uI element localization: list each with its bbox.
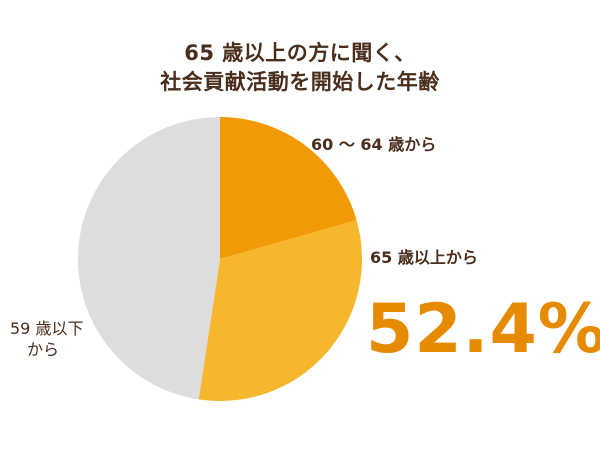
slice-label-59-below-line-1: 59 歳以下 <box>10 319 84 338</box>
slice-65-plus <box>198 220 363 402</box>
chart-title-line-2: 社会貢献活動を開始した年齢 <box>160 70 440 94</box>
highlight-percentage: 52.4% <box>366 290 600 369</box>
slice-59-below <box>77 117 220 400</box>
chart-title-line-1: 65 歳以上の方に聞く、 <box>184 41 416 65</box>
slice-label-59-below-line-2: から <box>27 340 60 359</box>
slice-label-65-plus: 65 歳以上から <box>370 248 478 267</box>
slice-label-60-64: 60 ～ 64 歳から <box>311 135 437 154</box>
slice-60-64 <box>220 117 357 259</box>
